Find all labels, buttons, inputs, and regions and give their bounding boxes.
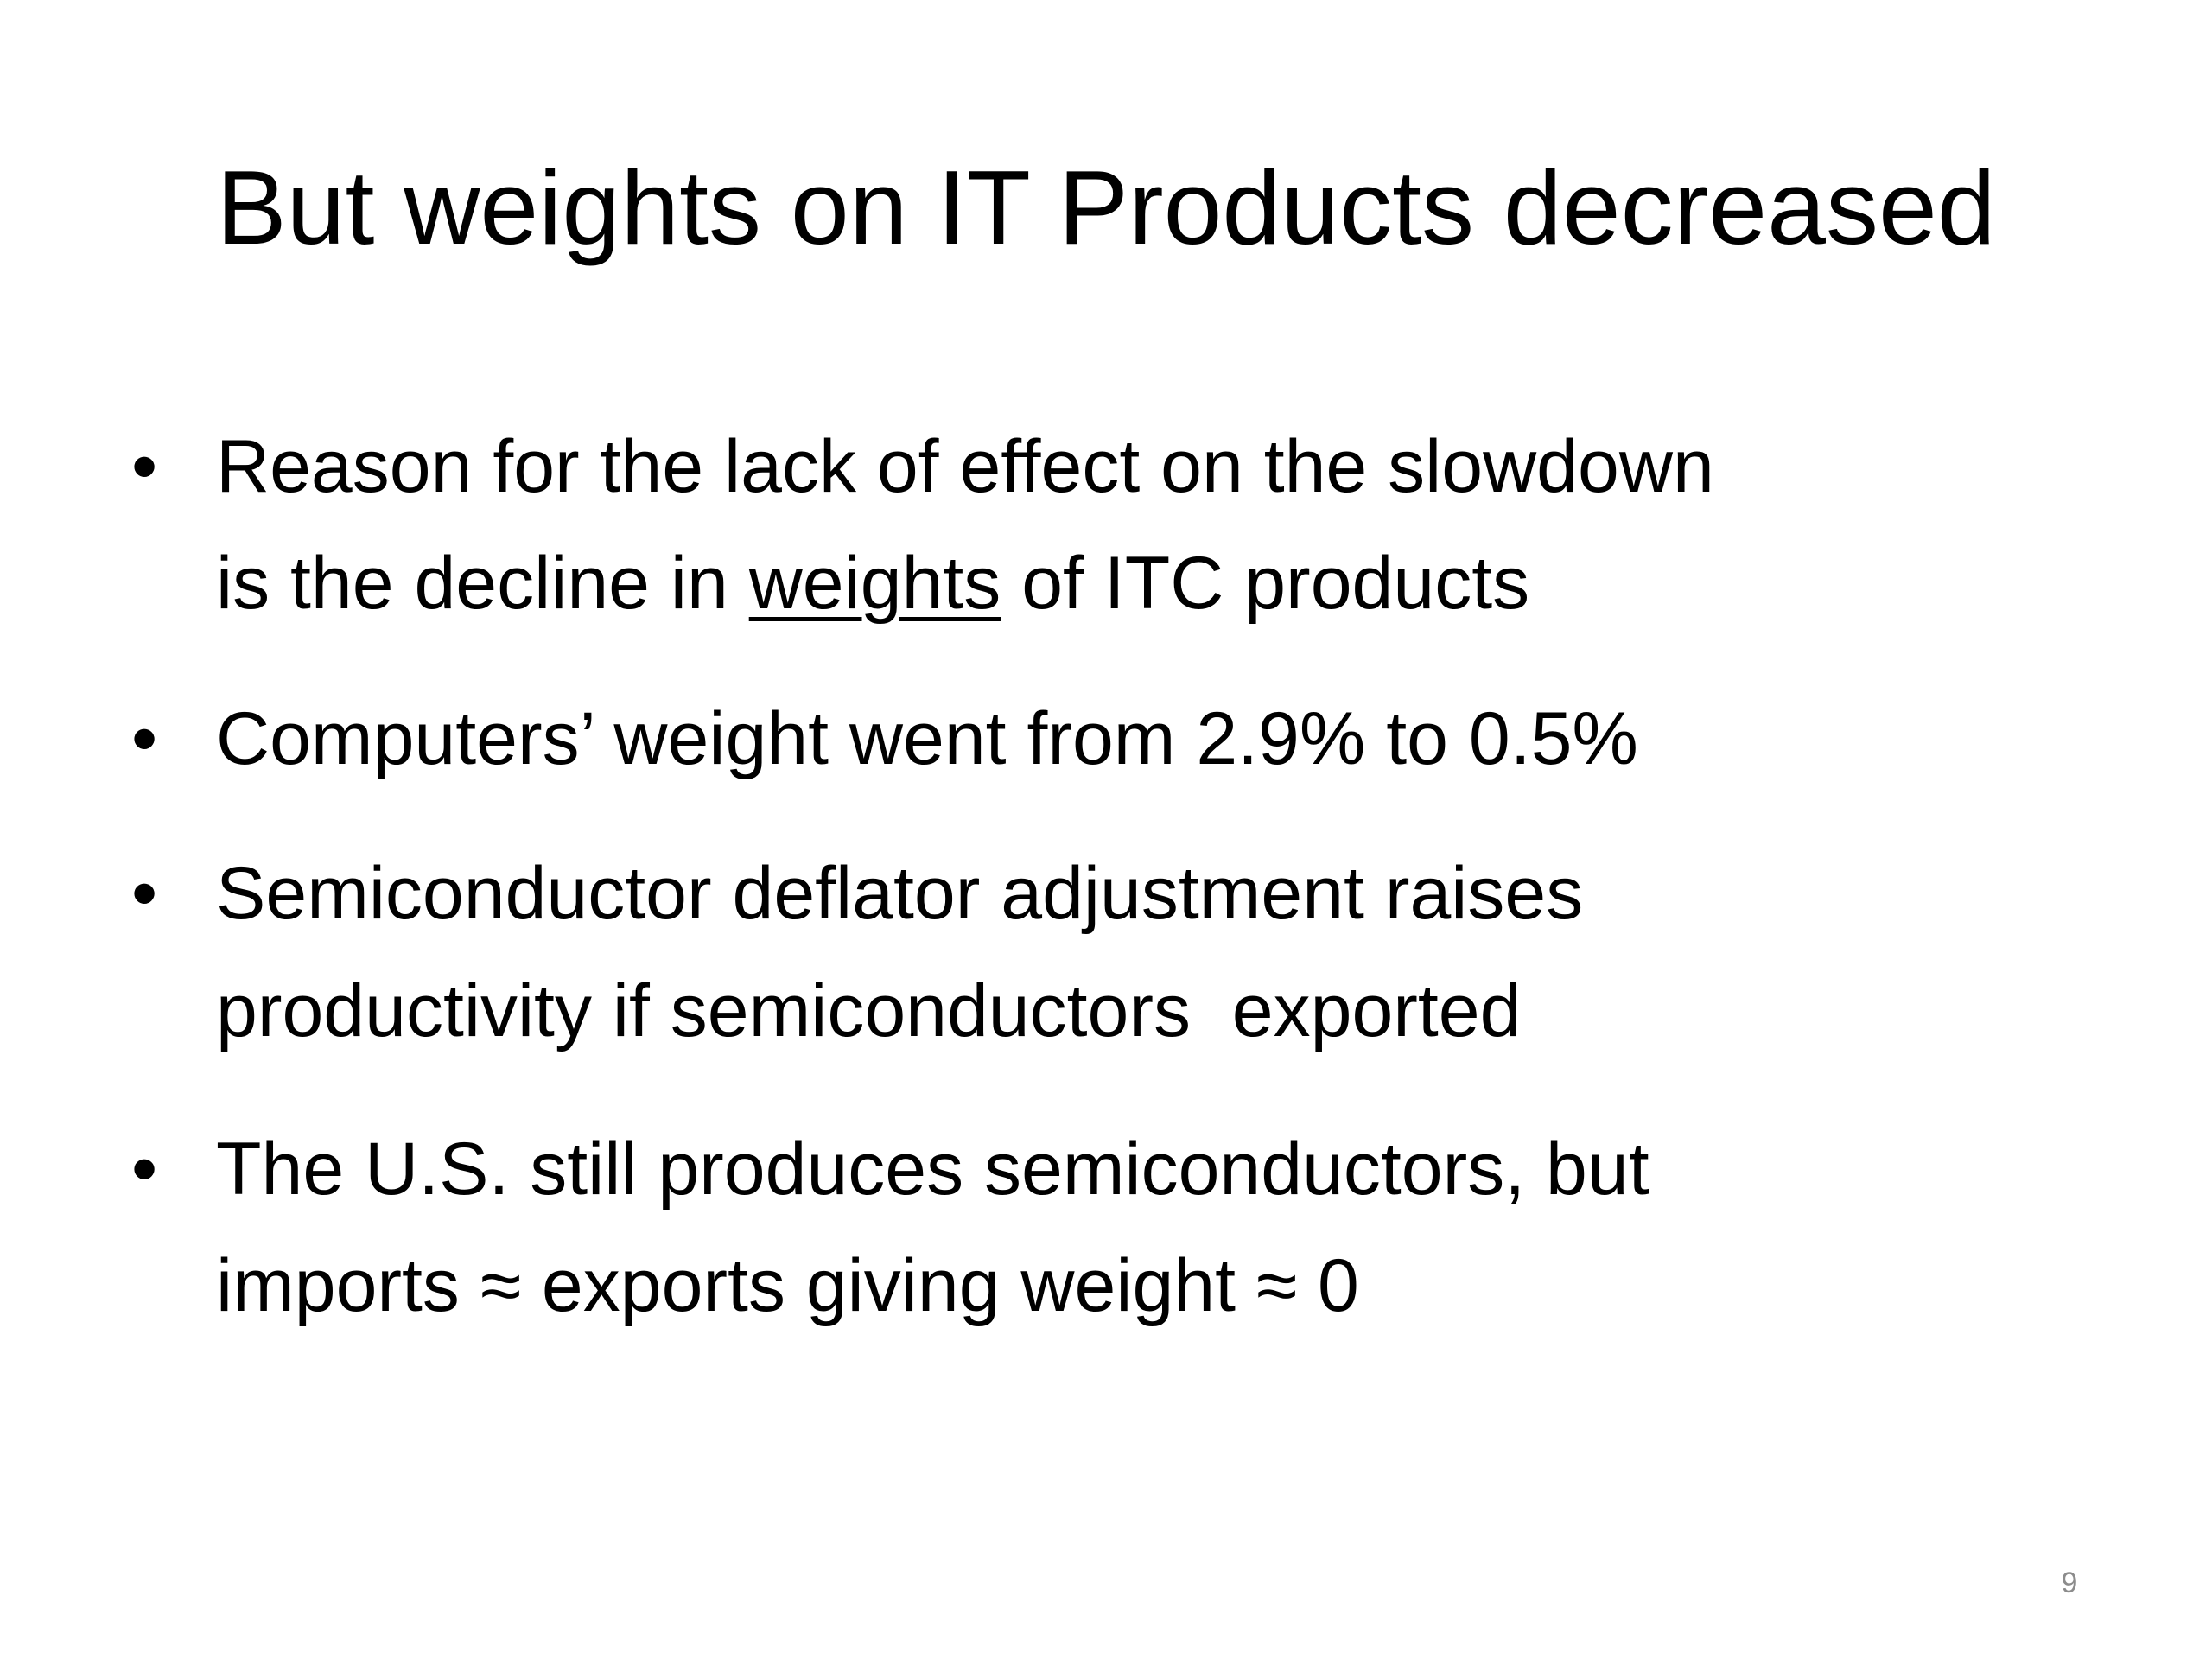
bullet-dot: • [131, 1128, 158, 1211]
bullet-text: Computers’ weight went from 2.9% to 0.5% [216, 697, 1638, 780]
bullet-text: productivity if semiconductors exported [216, 969, 1522, 1052]
text: of ITC products [1001, 542, 1530, 625]
bullet-dot: • [131, 425, 158, 508]
bullet-dot: • [131, 852, 158, 935]
bullet-text: is the decline in weights of ITC product… [216, 540, 1529, 626]
bullet-text: imports ≈ exports giving weight ≈ 0 [216, 1244, 1359, 1327]
bullet-text: The U.S. still produces semiconductors, … [216, 1128, 1649, 1211]
slide-title: But weights on IT Products decreased [216, 149, 1996, 266]
bullet-text: Semiconductor deflator adjustment raises [216, 852, 1584, 935]
bullet-dot: • [131, 697, 158, 780]
bullet-text: Reason for the lack of effect on the slo… [216, 425, 1714, 508]
underlined-text: weights [748, 542, 1001, 625]
text: is the decline in [216, 542, 749, 625]
page-number: 9 [2061, 1567, 2078, 1599]
